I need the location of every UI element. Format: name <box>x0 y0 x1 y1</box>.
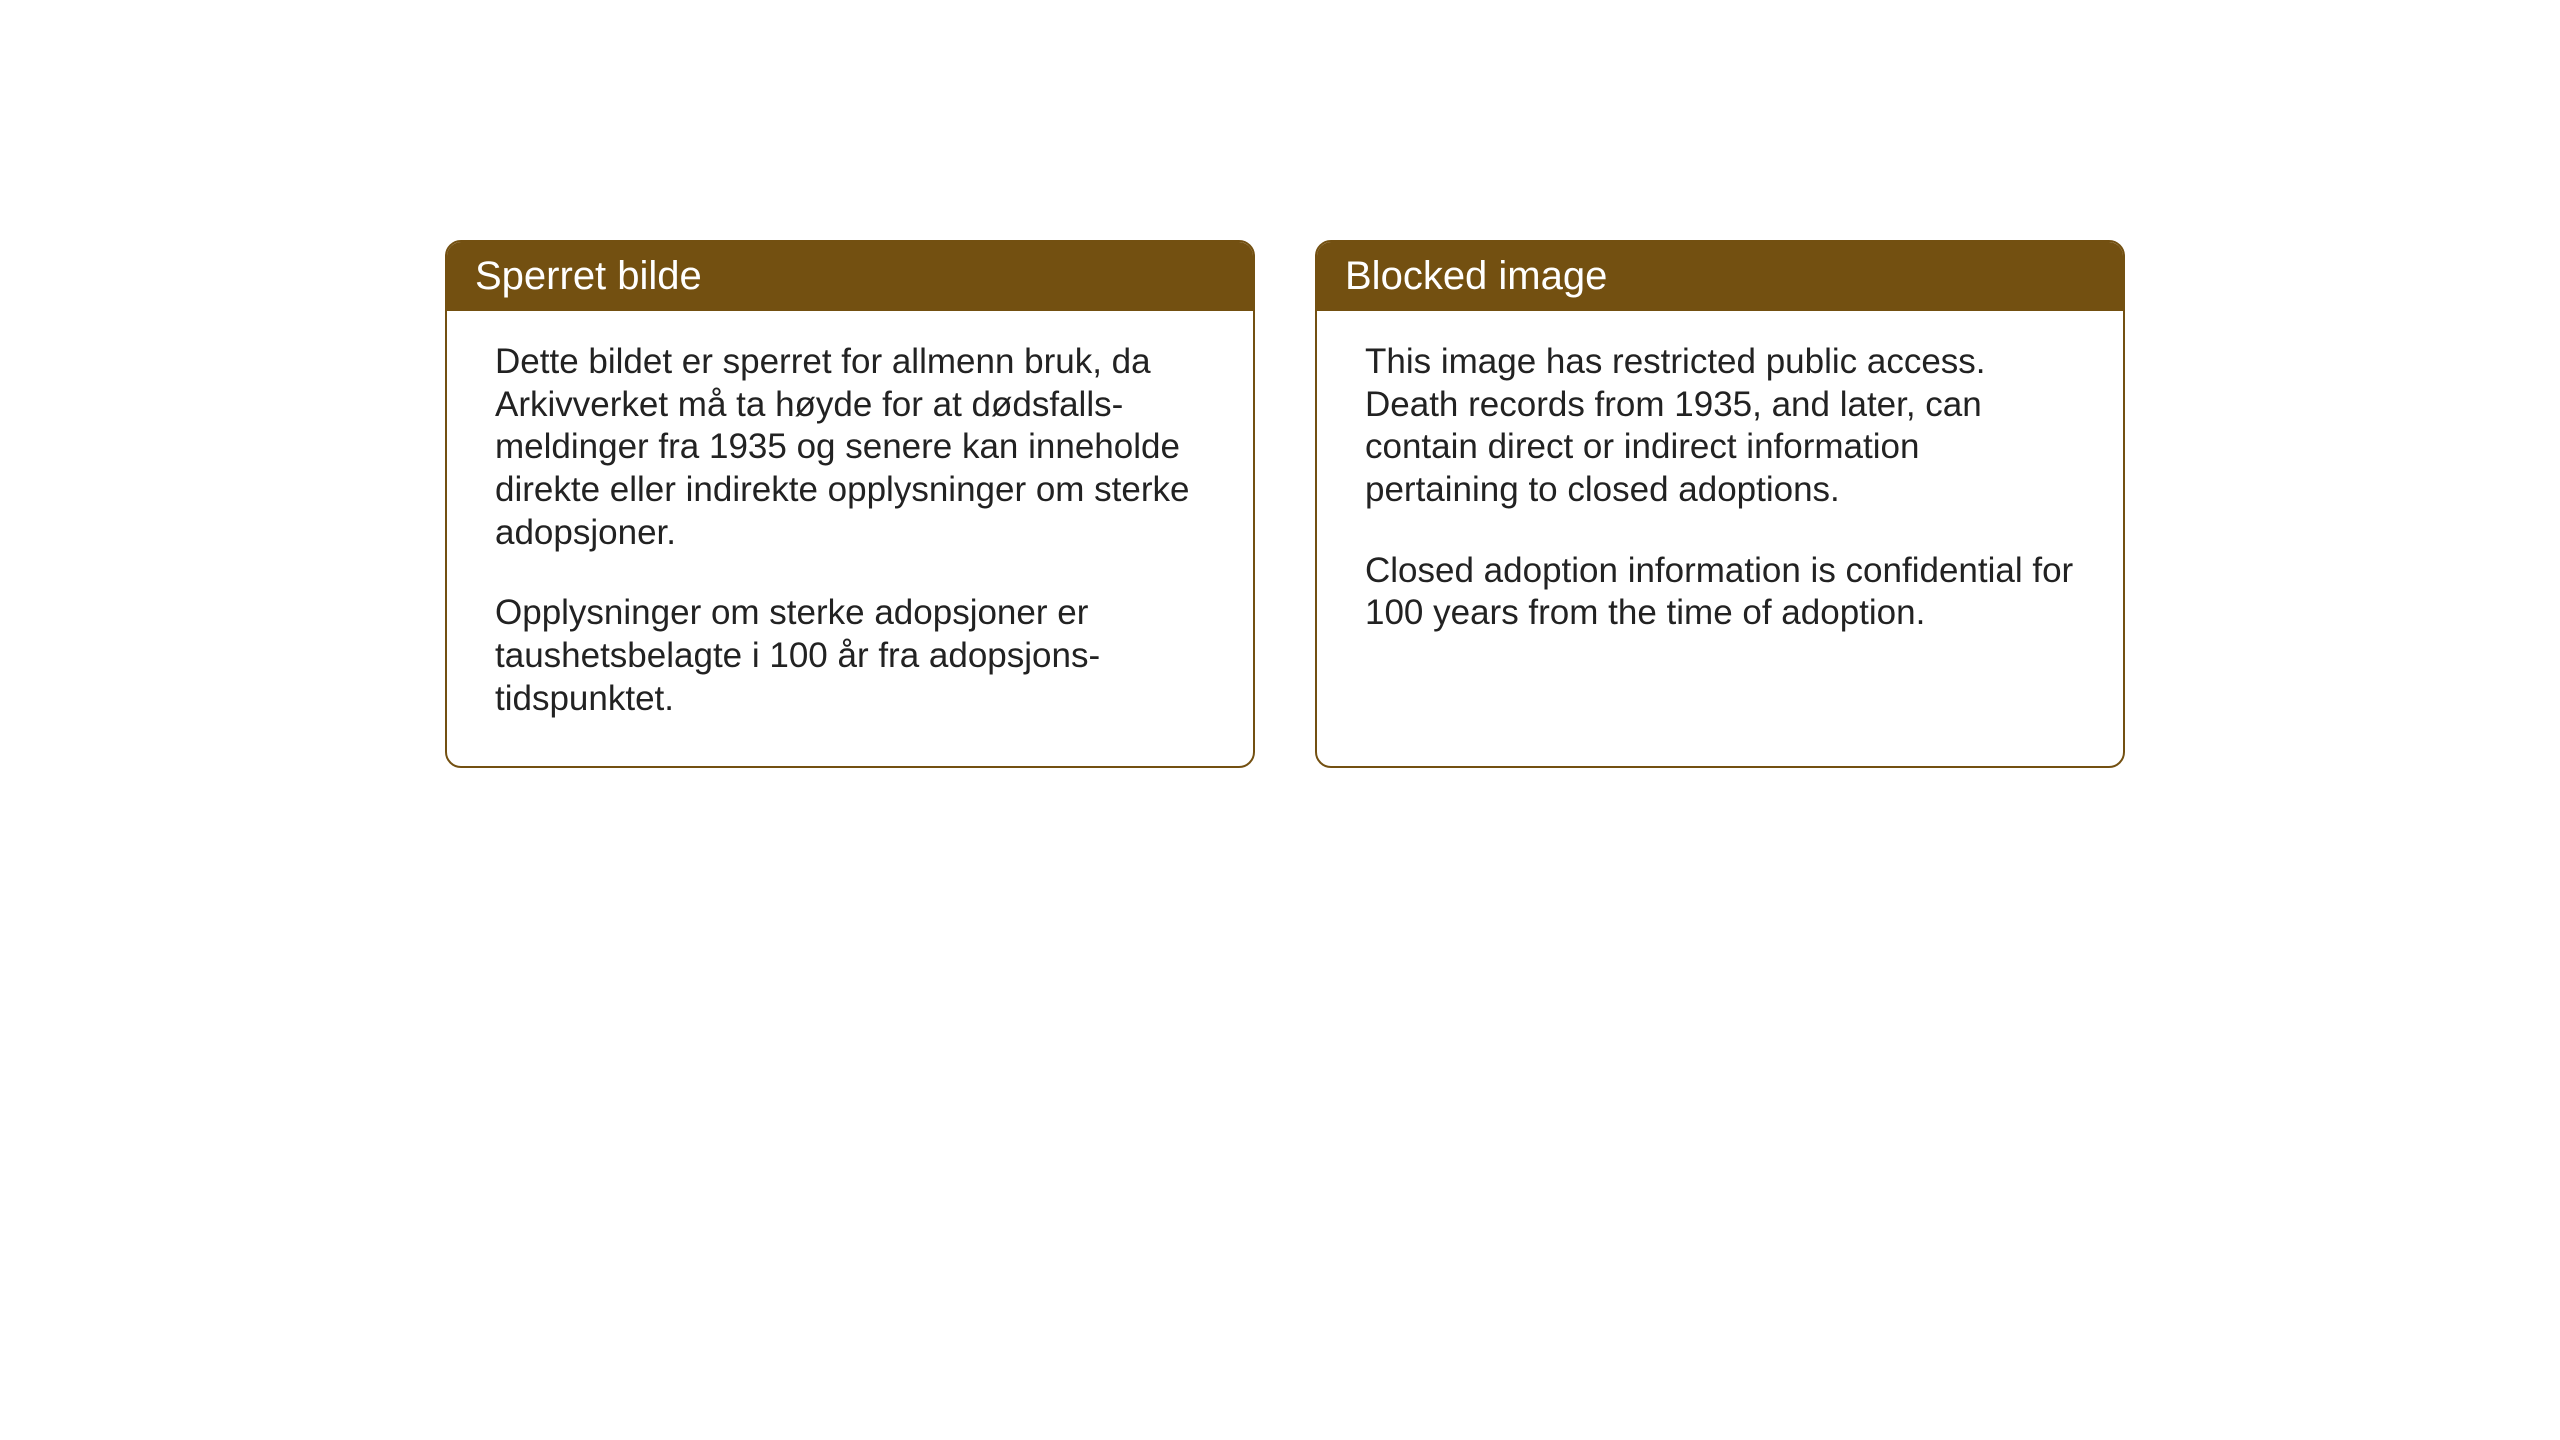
norwegian-card-header: Sperret bilde <box>447 242 1253 311</box>
norwegian-paragraph-2: Opplysninger om sterke adopsjoner er tau… <box>495 592 1205 720</box>
norwegian-card-title: Sperret bilde <box>475 254 702 298</box>
english-paragraph-2: Closed adoption information is confident… <box>1365 550 2075 635</box>
english-card-header: Blocked image <box>1317 242 2123 311</box>
norwegian-card-body: Dette bildet er sperret for allmenn bruk… <box>447 311 1253 766</box>
english-paragraph-1: This image has restricted public access.… <box>1365 341 2075 512</box>
norwegian-card: Sperret bilde Dette bildet er sperret fo… <box>445 240 1255 768</box>
norwegian-paragraph-1: Dette bildet er sperret for allmenn bruk… <box>495 341 1205 554</box>
english-card-body: This image has restricted public access.… <box>1317 311 2123 766</box>
english-card-title: Blocked image <box>1345 254 1607 298</box>
english-card: Blocked image This image has restricted … <box>1315 240 2125 768</box>
cards-container: Sperret bilde Dette bildet er sperret fo… <box>445 240 2125 768</box>
